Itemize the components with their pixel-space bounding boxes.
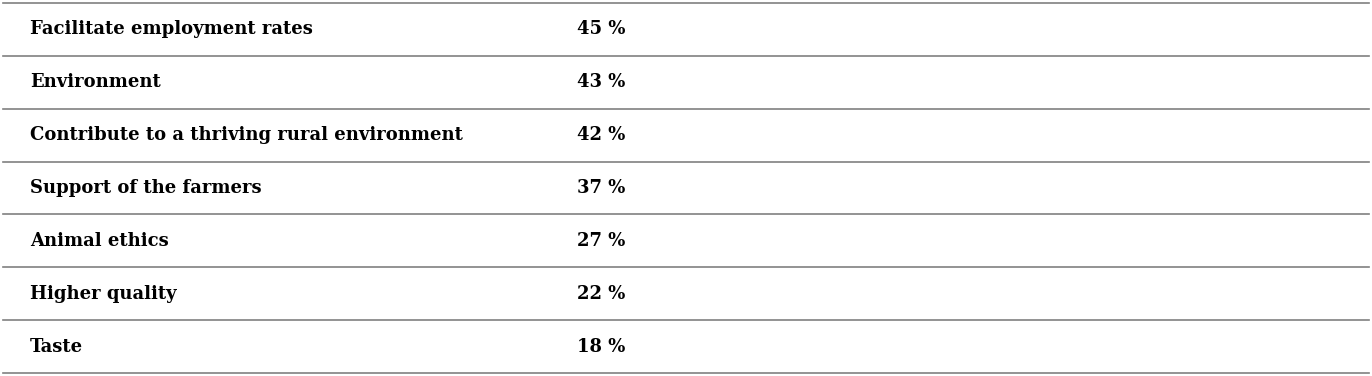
- Text: 45 %: 45 %: [576, 20, 626, 38]
- Text: 43 %: 43 %: [576, 73, 626, 91]
- Text: Facilitate employment rates: Facilitate employment rates: [30, 20, 313, 38]
- Text: 18 %: 18 %: [576, 338, 626, 356]
- Text: Support of the farmers: Support of the farmers: [30, 179, 262, 197]
- Text: Taste: Taste: [30, 338, 84, 356]
- Text: 27 %: 27 %: [576, 232, 626, 250]
- Text: 22 %: 22 %: [576, 285, 626, 303]
- Text: 37 %: 37 %: [576, 179, 626, 197]
- Text: Environment: Environment: [30, 73, 161, 91]
- Text: Contribute to a thriving rural environment: Contribute to a thriving rural environme…: [30, 126, 462, 144]
- Text: Higher quality: Higher quality: [30, 285, 177, 303]
- Text: 42 %: 42 %: [576, 126, 626, 144]
- Text: Animal ethics: Animal ethics: [30, 232, 169, 250]
